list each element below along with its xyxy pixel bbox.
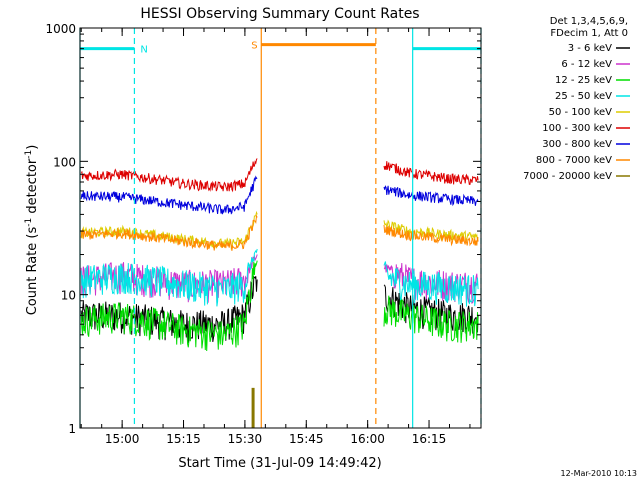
y-axis-label: Count Rate (s-1 detector-1): [24, 145, 40, 316]
series-line-4: [80, 210, 479, 250]
x-tick-label: 15:15: [166, 432, 201, 446]
series-line-1: [80, 254, 479, 305]
series-line-6: [80, 175, 479, 215]
x-tick-label: 15:30: [228, 432, 263, 446]
chart-title: HESSI Observing Summary Count Rates: [140, 6, 419, 22]
x-tick-label: 16:00: [350, 432, 385, 446]
footer-timestamp: 12-Mar-2010 10:13: [561, 469, 638, 478]
legend-entry-label: 7000 - 20000 keV: [523, 171, 612, 182]
x-tick-label: 15:45: [289, 432, 324, 446]
series-line-7: [80, 214, 479, 251]
legend-header-line: Det 1,3,4,5,6,9,: [550, 16, 628, 27]
legend-entry-label: 50 - 100 keV: [549, 107, 613, 118]
x-axis-label: Start Time (31-Jul-09 14:49:42): [178, 456, 381, 471]
legend-entry-label: 800 - 7000 keV: [536, 155, 612, 166]
y-tick-label: 100: [53, 155, 76, 169]
legend-entry-label: 25 - 50 keV: [555, 91, 612, 102]
series-line-3: [80, 248, 479, 307]
series-line-2: [80, 260, 479, 352]
flag-label-N: N: [140, 45, 147, 56]
legend-entry-label: 12 - 25 keV: [555, 75, 612, 86]
x-tick-label: 15:00: [105, 432, 140, 446]
legend-entry-label: 300 - 800 keV: [542, 139, 612, 150]
legend: Det 1,3,4,5,6,9,FDecim 1, Att 0 3 - 6 keV…: [523, 16, 630, 182]
legend-entry-label: 3 - 6 keV: [568, 43, 612, 54]
legend-entry-label: 6 - 12 keV: [561, 59, 612, 70]
legend-header-line: FDecim 1, Att 0: [550, 28, 628, 39]
axis-layer: 15:00 15:15 15:30 15:45 16:00 16:15 1 10 100 1000: [45, 22, 481, 446]
plot-frame: [79, 27, 482, 429]
y-tick-label: 1000: [45, 22, 76, 36]
flag-label-S: S: [251, 41, 257, 52]
series-layer: [80, 158, 479, 428]
y-axis-label-post: ): [25, 145, 40, 150]
series-line-5: [80, 158, 479, 193]
y-axis-label-sup2: -1: [24, 150, 34, 159]
y-tick-label: 1: [68, 422, 76, 436]
y-axis-label-sup1: -1: [24, 218, 34, 227]
y-axis-label-pre: Count Rate (s: [25, 227, 40, 316]
y-axis-label-mid: detector: [25, 158, 40, 218]
legend-entry-label: 100 - 300 keV: [542, 123, 612, 134]
y-tick-label: 10: [61, 289, 76, 303]
x-tick-label: 16:15: [412, 432, 447, 446]
